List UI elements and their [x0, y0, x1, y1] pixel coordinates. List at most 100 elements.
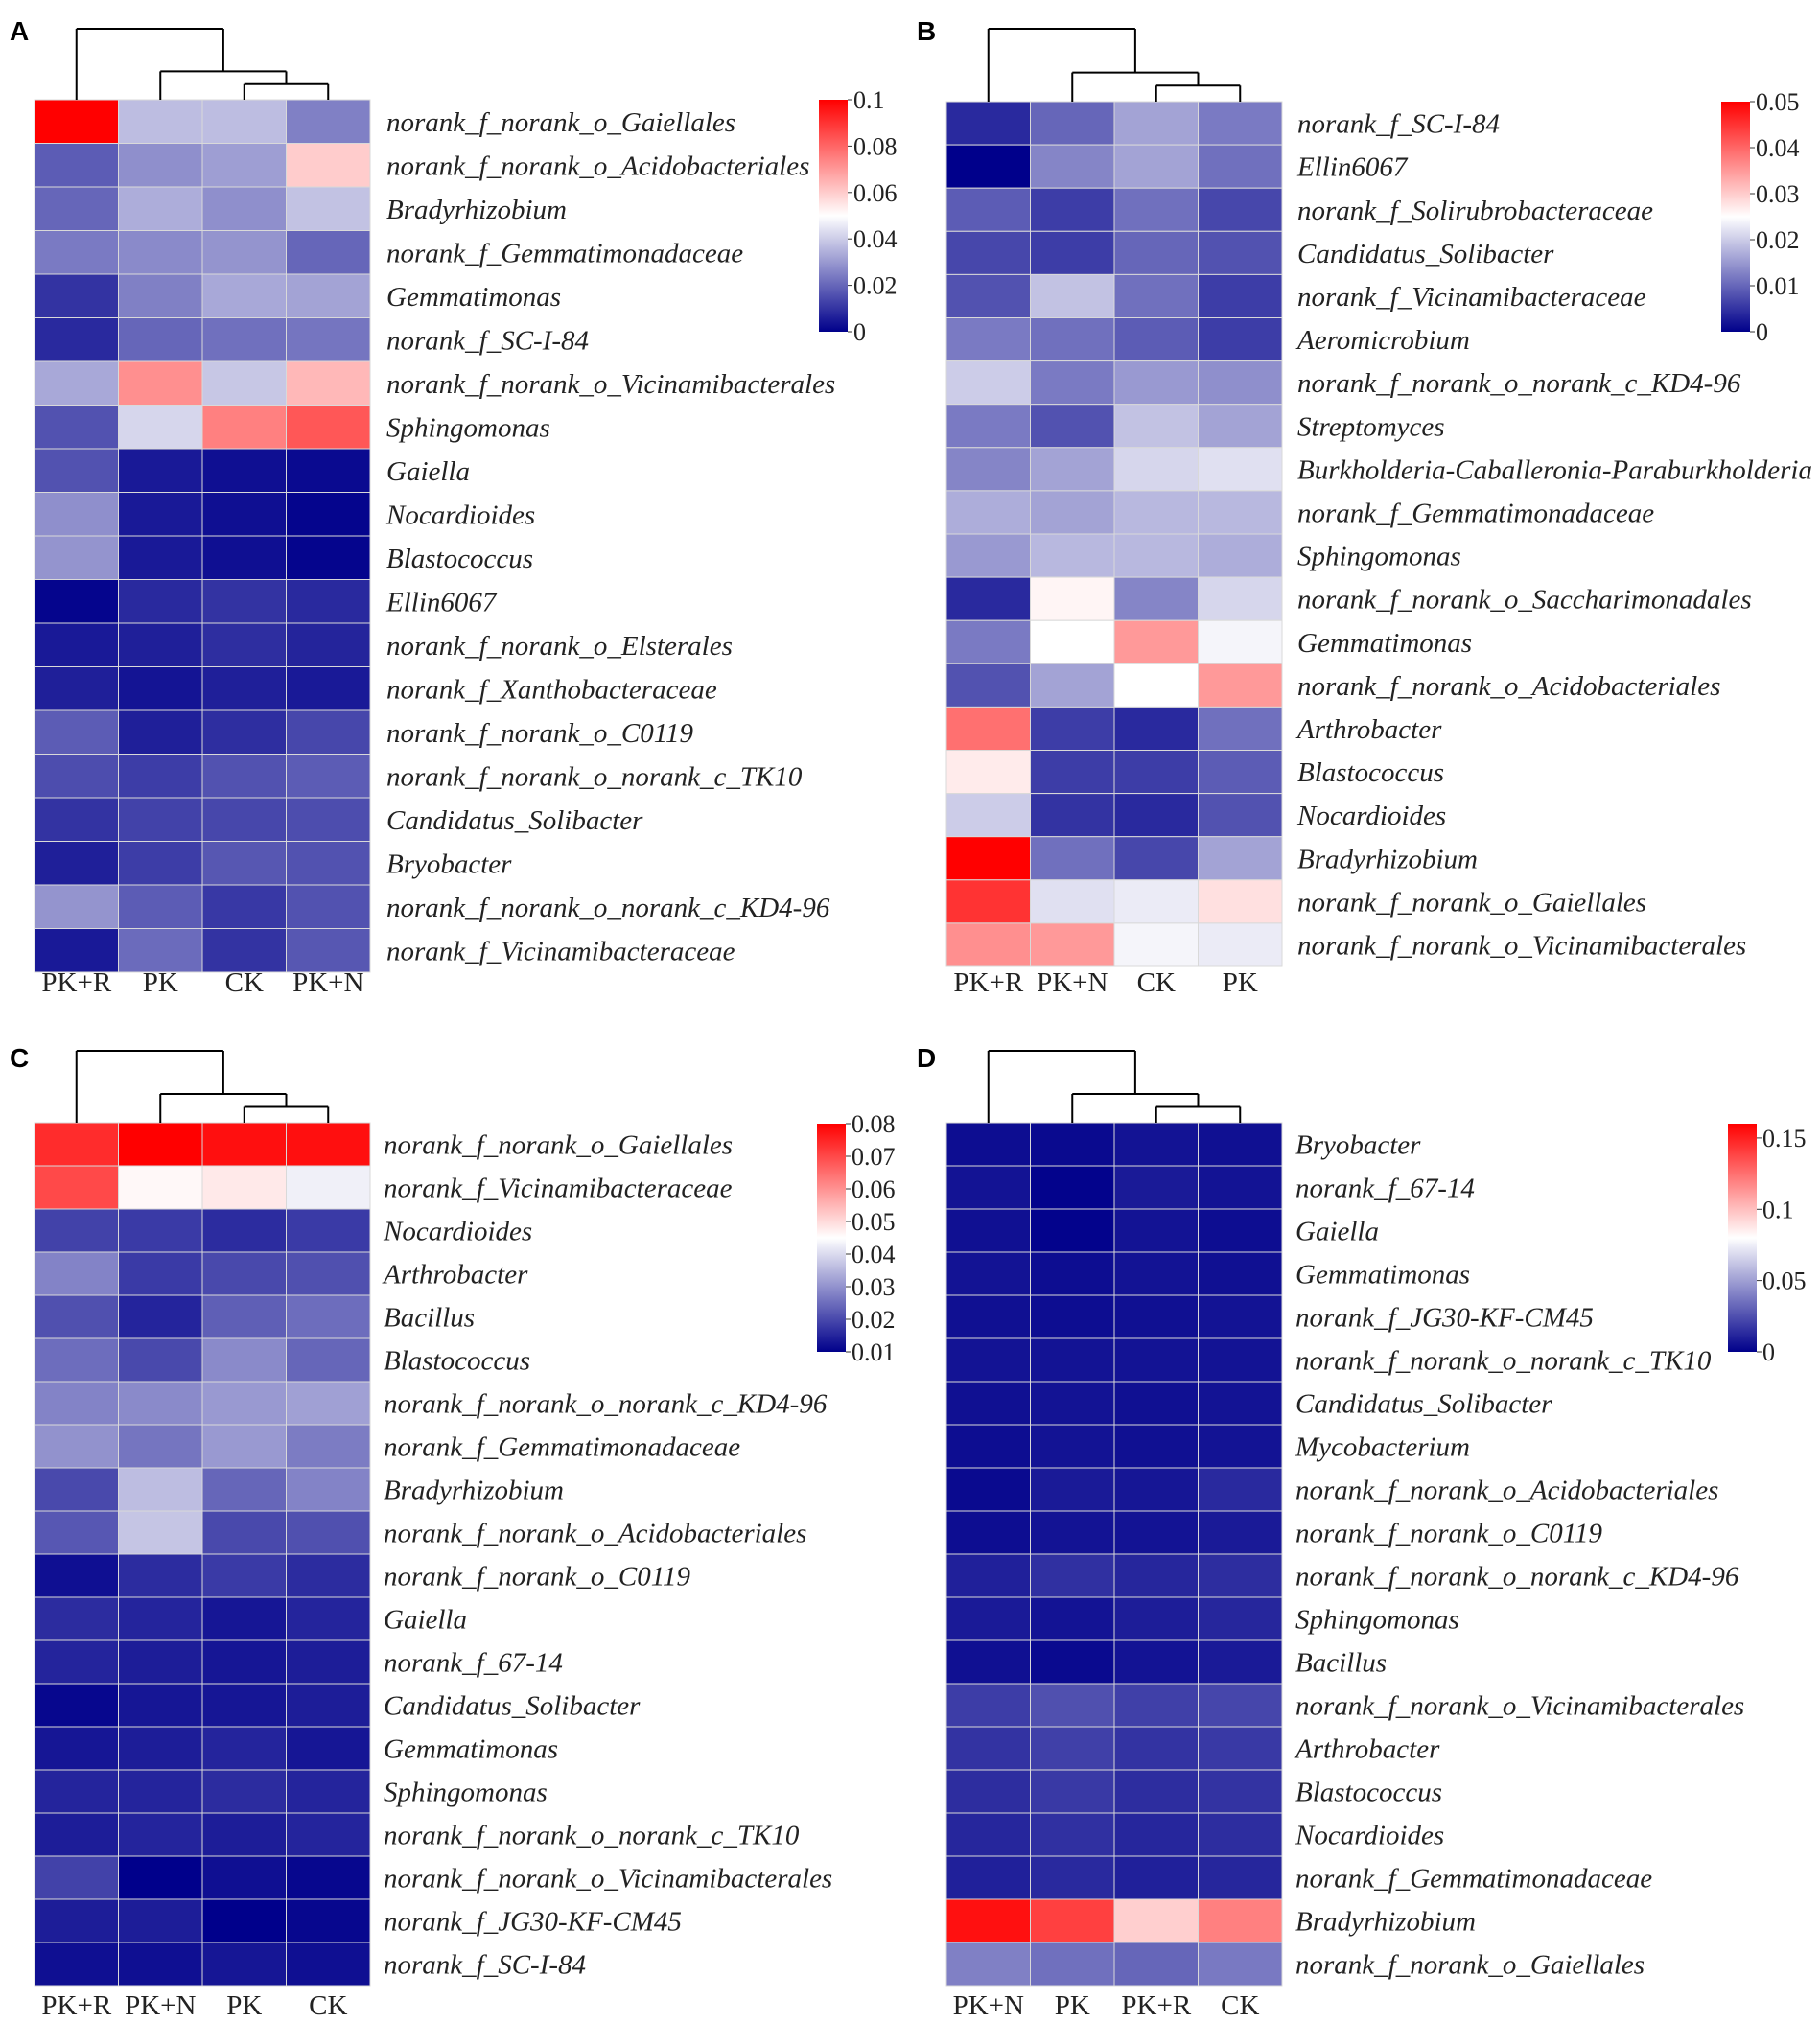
heatmap-cell — [201, 797, 287, 842]
heatmap-cell — [118, 709, 203, 755]
heatmap-cell — [945, 360, 1031, 406]
heatmap-cell — [945, 1942, 1031, 1987]
heatmap-cell — [945, 1208, 1031, 1253]
heatmap-cell — [118, 666, 203, 711]
heatmap-cell — [1198, 1165, 1283, 1210]
heatmap-cell — [1113, 1424, 1199, 1469]
heatmap-cell — [945, 793, 1031, 838]
heatmap-cell — [945, 1467, 1031, 1512]
heatmap-cell — [34, 884, 119, 929]
heatmap-cell — [118, 1208, 203, 1253]
heatmap-cell — [1113, 663, 1199, 708]
heatmap-cell — [1113, 750, 1199, 795]
heatmap-cell — [1030, 317, 1115, 362]
heatmap-cell — [201, 99, 287, 144]
heatmap-cell — [201, 448, 287, 493]
heatmap-cell — [34, 1683, 119, 1728]
heatmap-cell — [201, 884, 287, 929]
row-label: Aeromicrobium — [1295, 325, 1470, 356]
heatmap-cell — [118, 186, 203, 231]
row-label: Gemmatimonas — [1295, 1260, 1470, 1291]
row-label: Candidatus_Solibacter — [1297, 239, 1554, 269]
heatmap-cell — [201, 1942, 287, 1987]
heatmap-cell — [286, 579, 371, 624]
heatmap-cell — [1113, 1855, 1199, 1900]
heatmap-cell — [1198, 273, 1283, 318]
row-label: norank_f_norank_o_Vicinamibacterales — [1297, 930, 1746, 961]
heatmap-cell — [1030, 533, 1115, 578]
heatmap-cell — [286, 1942, 371, 1987]
row-label: norank_f_Gemmatimonadaceae — [1297, 499, 1654, 529]
heatmap-cell — [118, 1294, 203, 1339]
heatmap-cell — [286, 1424, 371, 1469]
heatmap-cell — [286, 99, 371, 144]
heatmap-cell — [1030, 879, 1115, 924]
heatmap-cell — [118, 1510, 203, 1555]
colorbar-tick-label: 0.04 — [852, 1241, 896, 1268]
heatmap-cell — [34, 1942, 119, 1987]
heatmap-cell — [1198, 663, 1283, 708]
heatmap-cell — [118, 1769, 203, 1814]
heatmap-cell — [118, 1553, 203, 1598]
row-label: norank_f_norank_o_norank_c_TK10 — [386, 761, 803, 792]
heatmap-cell — [1030, 619, 1115, 664]
heatmap-cell — [1113, 1769, 1199, 1814]
heatmap-cell — [1198, 187, 1283, 232]
heatmap-cell — [34, 405, 119, 450]
heatmap-cell — [945, 1165, 1031, 1210]
heatmap-cell — [1113, 230, 1199, 275]
row-label: Arthrobacter — [382, 1260, 528, 1291]
heatmap-cell — [945, 1683, 1031, 1728]
heatmap-cell — [1030, 1769, 1115, 1814]
heatmap-cell — [1030, 490, 1115, 535]
column-label: PK — [1223, 967, 1258, 998]
row-label: Candidatus_Solibacter — [384, 1691, 641, 1722]
row-label: norank_f_norank_o_norank_c_KD4-96 — [1297, 368, 1741, 399]
heatmap-cell — [945, 447, 1031, 492]
panel-letter: C — [10, 1043, 29, 1073]
heatmap-cell — [34, 1467, 119, 1512]
panel-letter: D — [917, 1043, 936, 1073]
heatmap-cell — [1198, 1553, 1283, 1598]
heatmap-cell — [1198, 1424, 1283, 1469]
row-label: Nocardioides — [1295, 1821, 1444, 1851]
heatmap-cell — [201, 579, 287, 624]
heatmap-cell — [1030, 1898, 1115, 1943]
heatmap-cell — [1030, 1424, 1115, 1469]
heatmap-cell — [34, 1898, 119, 1943]
heatmap-cell — [34, 622, 119, 667]
heatmap-cell — [1030, 273, 1115, 318]
colorbar-tick-label: 0.1 — [853, 86, 885, 114]
row-label: norank_f_norank_o_Vicinamibacterales — [386, 369, 835, 400]
heatmap-cell — [118, 1683, 203, 1728]
heatmap-cell — [945, 1812, 1031, 1857]
heatmap-cell — [201, 928, 287, 973]
heatmap-cell — [286, 1812, 371, 1857]
heatmap-cell — [945, 1726, 1031, 1771]
colorbar-tick-label: 0 — [1762, 1338, 1775, 1366]
heatmap-cell — [118, 273, 203, 318]
row-label: Bacillus — [1295, 1648, 1387, 1679]
heatmap-cell — [1030, 1596, 1115, 1641]
row-label: Blastococcus — [1297, 757, 1444, 788]
row-label: norank_f_norank_o_Acidobacteriales — [1295, 1476, 1718, 1506]
colorbar-tick-label: 0.01 — [852, 1338, 896, 1366]
row-label: Candidatus_Solibacter — [1295, 1389, 1552, 1420]
heatmap-cell — [201, 1294, 287, 1339]
heatmap-cell — [286, 535, 371, 580]
heatmap-cell — [1030, 1165, 1115, 1210]
row-label: Blastococcus — [386, 544, 533, 574]
heatmap-cell — [118, 579, 203, 624]
heatmap-cell — [34, 928, 119, 973]
heatmap-cell — [34, 1510, 119, 1555]
heatmap-cell — [1198, 1337, 1283, 1383]
heatmap-cell — [118, 143, 203, 188]
heatmap-cell — [1030, 706, 1115, 752]
row-label: Bradyrhizobium — [1295, 1907, 1476, 1938]
heatmap-cell — [118, 405, 203, 450]
row-label: norank_f_norank_o_Gaiellales — [386, 107, 735, 138]
heatmap-cell — [1030, 187, 1115, 232]
row-label: norank_f_norank_o_Vicinamibacterales — [1295, 1691, 1744, 1722]
